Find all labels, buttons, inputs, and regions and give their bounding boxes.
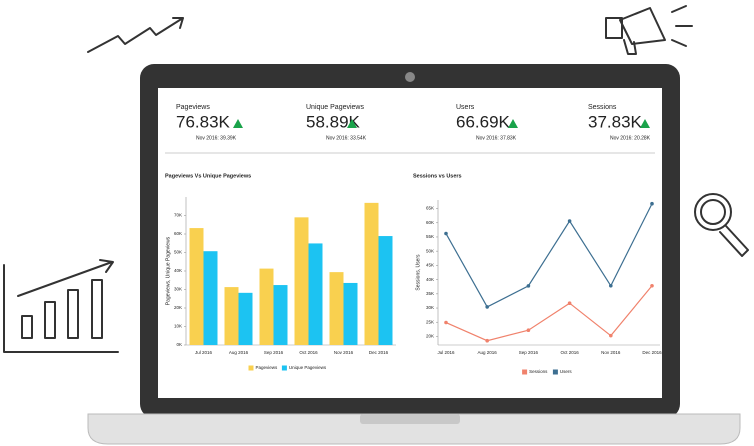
kpi-label: Unique Pageviews [306, 104, 364, 111]
trackpad-notch [360, 414, 460, 424]
x-tick-label: Oct 2016 [299, 350, 318, 355]
y-tick-label: 40K [174, 268, 182, 273]
x-tick-label: Aug 2016 [229, 350, 249, 355]
y-tick-label: 25K [426, 319, 434, 324]
legend-swatch [281, 365, 287, 371]
y-tick-label: 60K [174, 231, 182, 236]
legend-label: Pageviews [256, 365, 279, 370]
kpi: Unique Pageviews 58.89K Nov 2016: 33.54K [306, 104, 367, 141]
y-tick-label: 40K [426, 277, 434, 282]
laptop-base [87, 413, 741, 445]
bar [329, 272, 344, 345]
kpi-label: Pageviews [176, 104, 210, 111]
point [650, 201, 654, 206]
y-tick-label: 65K [426, 206, 434, 211]
line [445, 285, 653, 342]
y-axis-label: Pageviews, Unique Pageviews [165, 236, 171, 305]
kpi-compare: Nov 2016: 37.83K [476, 135, 517, 141]
bar [378, 236, 393, 345]
point [609, 333, 613, 338]
x-tick-label: Oct 2016 [560, 350, 579, 355]
kpi: Users 66.69K Nov 2016: 37.83K [456, 104, 518, 141]
point [485, 305, 490, 309]
point [444, 231, 448, 236]
bar [343, 282, 358, 345]
kpi-compare: Nov 2016: 20.28K [610, 135, 651, 141]
bar [224, 287, 239, 345]
y-tick-label: 0K [176, 342, 182, 347]
bar [364, 202, 379, 345]
kpi-value: 66.69K [456, 112, 511, 131]
up-arrow [640, 119, 650, 128]
legend-swatch [248, 365, 254, 371]
x-tick-label: Aug 2016 [478, 350, 498, 355]
up-arrow [508, 119, 518, 128]
x-tick-label: Dec 2016 [369, 350, 389, 355]
chart-title: Sessions vs Users [413, 173, 462, 179]
legend-label: Unique Pageviews [289, 365, 327, 370]
y-tick-label: 10K [174, 324, 182, 329]
kpi: Pageviews 76.83K Nov 2016: 39.39K [176, 104, 243, 141]
y-tick-label: 50K [426, 248, 434, 253]
point [485, 338, 490, 343]
kpi-value: 58.89K [306, 112, 361, 131]
kpi: Sessions 37.83K Nov 2016: 20.28K [588, 104, 651, 141]
bar [294, 217, 309, 345]
camera [405, 72, 415, 82]
y-tick-label: 70K [174, 213, 182, 218]
x-tick-label: Jul 2016 [437, 350, 455, 355]
point [444, 320, 448, 325]
bar [238, 292, 253, 345]
bar [273, 285, 288, 345]
chart-title: Pageviews Vs Unique Pageviews [165, 173, 251, 179]
kpi-compare: Nov 2016: 33.54K [326, 135, 367, 141]
y-tick-label: 45K [426, 263, 434, 268]
y-tick-label: 30K [174, 287, 182, 292]
x-tick-label: Nov 2016 [334, 350, 354, 355]
point [526, 284, 531, 288]
y-tick-label: 20K [174, 305, 182, 310]
kpi-value: 76.83K [176, 112, 231, 131]
y-tick-label: 30K [426, 305, 434, 310]
y-tick-label: 20K [426, 334, 434, 339]
doodle-magnifier [694, 193, 749, 257]
point [609, 283, 613, 288]
y-tick-label: 55K [426, 234, 434, 239]
x-tick-label: Sep 2016 [264, 350, 284, 355]
legend-swatch [522, 369, 528, 375]
x-tick-label: Jul 2016 [195, 350, 213, 355]
y-axis-label: Sessions, Users [415, 254, 421, 291]
doodle-barchart [3, 259, 119, 353]
legend-swatch [552, 369, 558, 375]
up-arrow [233, 119, 243, 128]
bar [203, 251, 218, 345]
y-tick-label: 50K [174, 250, 182, 255]
kpi-value: 37.83K [588, 112, 643, 131]
doodle-megaphone [605, 5, 693, 55]
bar [259, 268, 274, 345]
kpi-label: Sessions [588, 104, 617, 111]
point [650, 283, 654, 288]
bar [308, 243, 323, 345]
bar [189, 228, 204, 345]
y-tick-label: 35K [426, 291, 434, 296]
point [567, 219, 572, 223]
x-tick-label: Sep 2016 [519, 350, 539, 355]
y-tick-label: 60K [426, 220, 434, 225]
kpi-compare: Nov 2016: 39.39K [196, 135, 237, 141]
point [526, 328, 531, 333]
screen [158, 88, 662, 398]
up-arrow [347, 119, 357, 128]
x-tick-label: Nov 2016 [601, 350, 621, 355]
x-tick-label: Dec 2016 [642, 350, 662, 355]
kpi-label: Users [456, 104, 475, 111]
legend-label: Users [560, 369, 573, 374]
legend-label: Sessions [529, 369, 548, 374]
line [445, 203, 653, 308]
doodle-trend [87, 17, 184, 53]
point [567, 301, 572, 306]
